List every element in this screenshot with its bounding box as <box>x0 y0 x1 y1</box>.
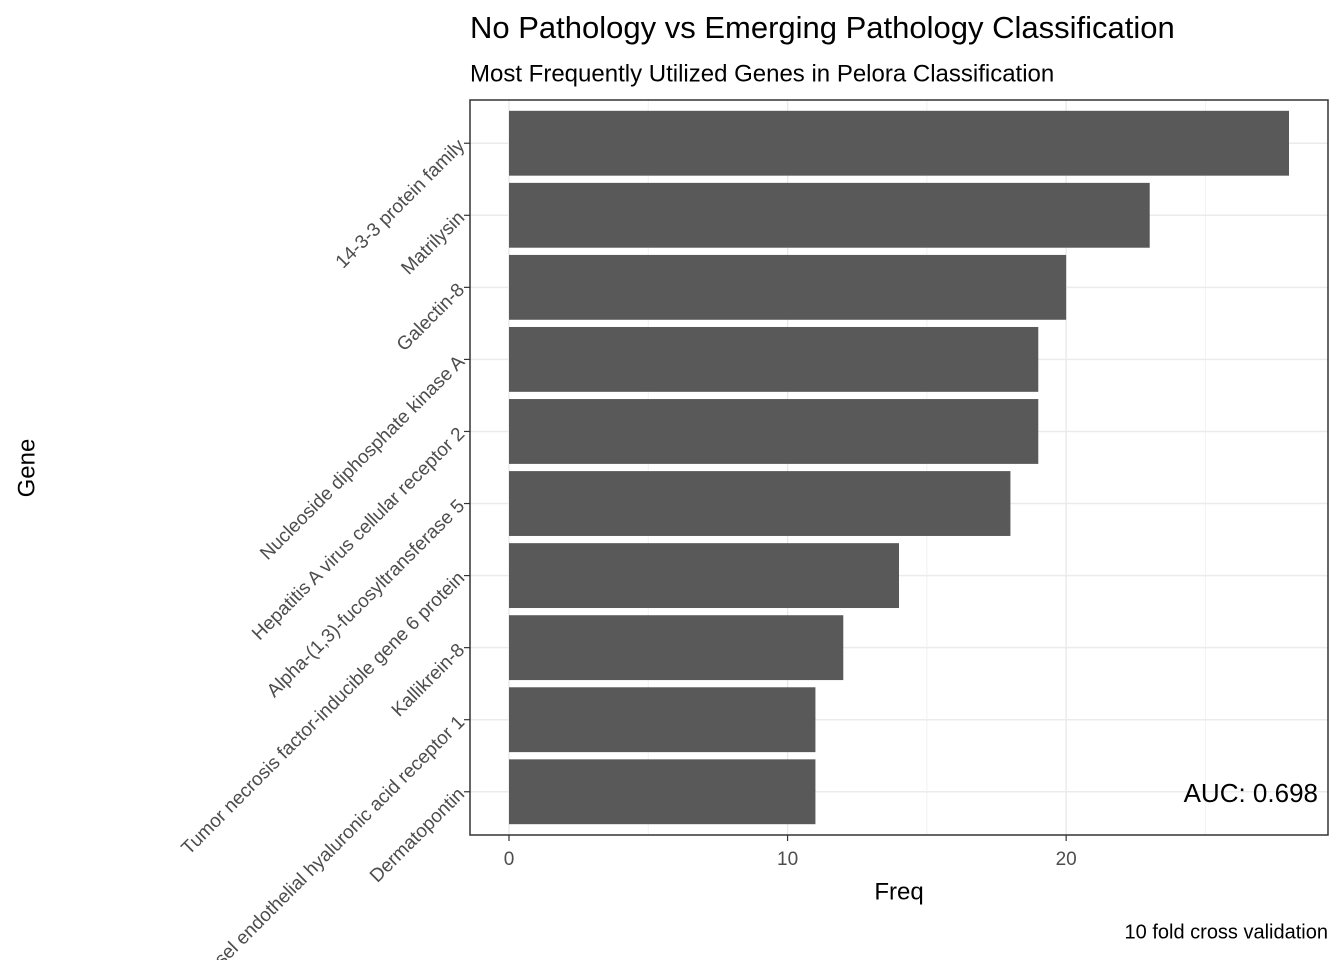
x-tick-label: 20 <box>1056 849 1077 870</box>
y-tick-label: Matrilysin <box>397 208 469 280</box>
y-axis-title: Gene <box>13 439 40 498</box>
bar <box>509 615 844 681</box>
caption: 10 fold cross validation <box>1125 921 1328 943</box>
bar <box>509 326 1039 392</box>
bar <box>509 182 1150 248</box>
chart-subtitle: Most Frequently Utilized Genes in Pelora… <box>470 60 1054 87</box>
x-tick-label: 0 <box>504 849 515 870</box>
bar <box>509 687 816 753</box>
chart-title: No Pathology vs Emerging Pathology Class… <box>470 10 1175 45</box>
y-tick-label: 14-3-3 protein family <box>332 135 470 273</box>
bar <box>509 759 816 825</box>
panel-border <box>469 99 1329 836</box>
bar <box>509 543 899 609</box>
bar <box>509 471 1011 536</box>
bar <box>509 399 1039 464</box>
x-axis-title: Freq <box>874 878 923 905</box>
bar <box>509 254 1067 320</box>
y-tick-label: Galectin-8 <box>393 280 469 356</box>
annotation: AUC: 0.698 <box>1184 778 1318 808</box>
bar <box>509 110 1289 176</box>
y-tick-label: Kallikrein-8 <box>388 640 469 721</box>
x-tick-label: 10 <box>777 849 798 870</box>
